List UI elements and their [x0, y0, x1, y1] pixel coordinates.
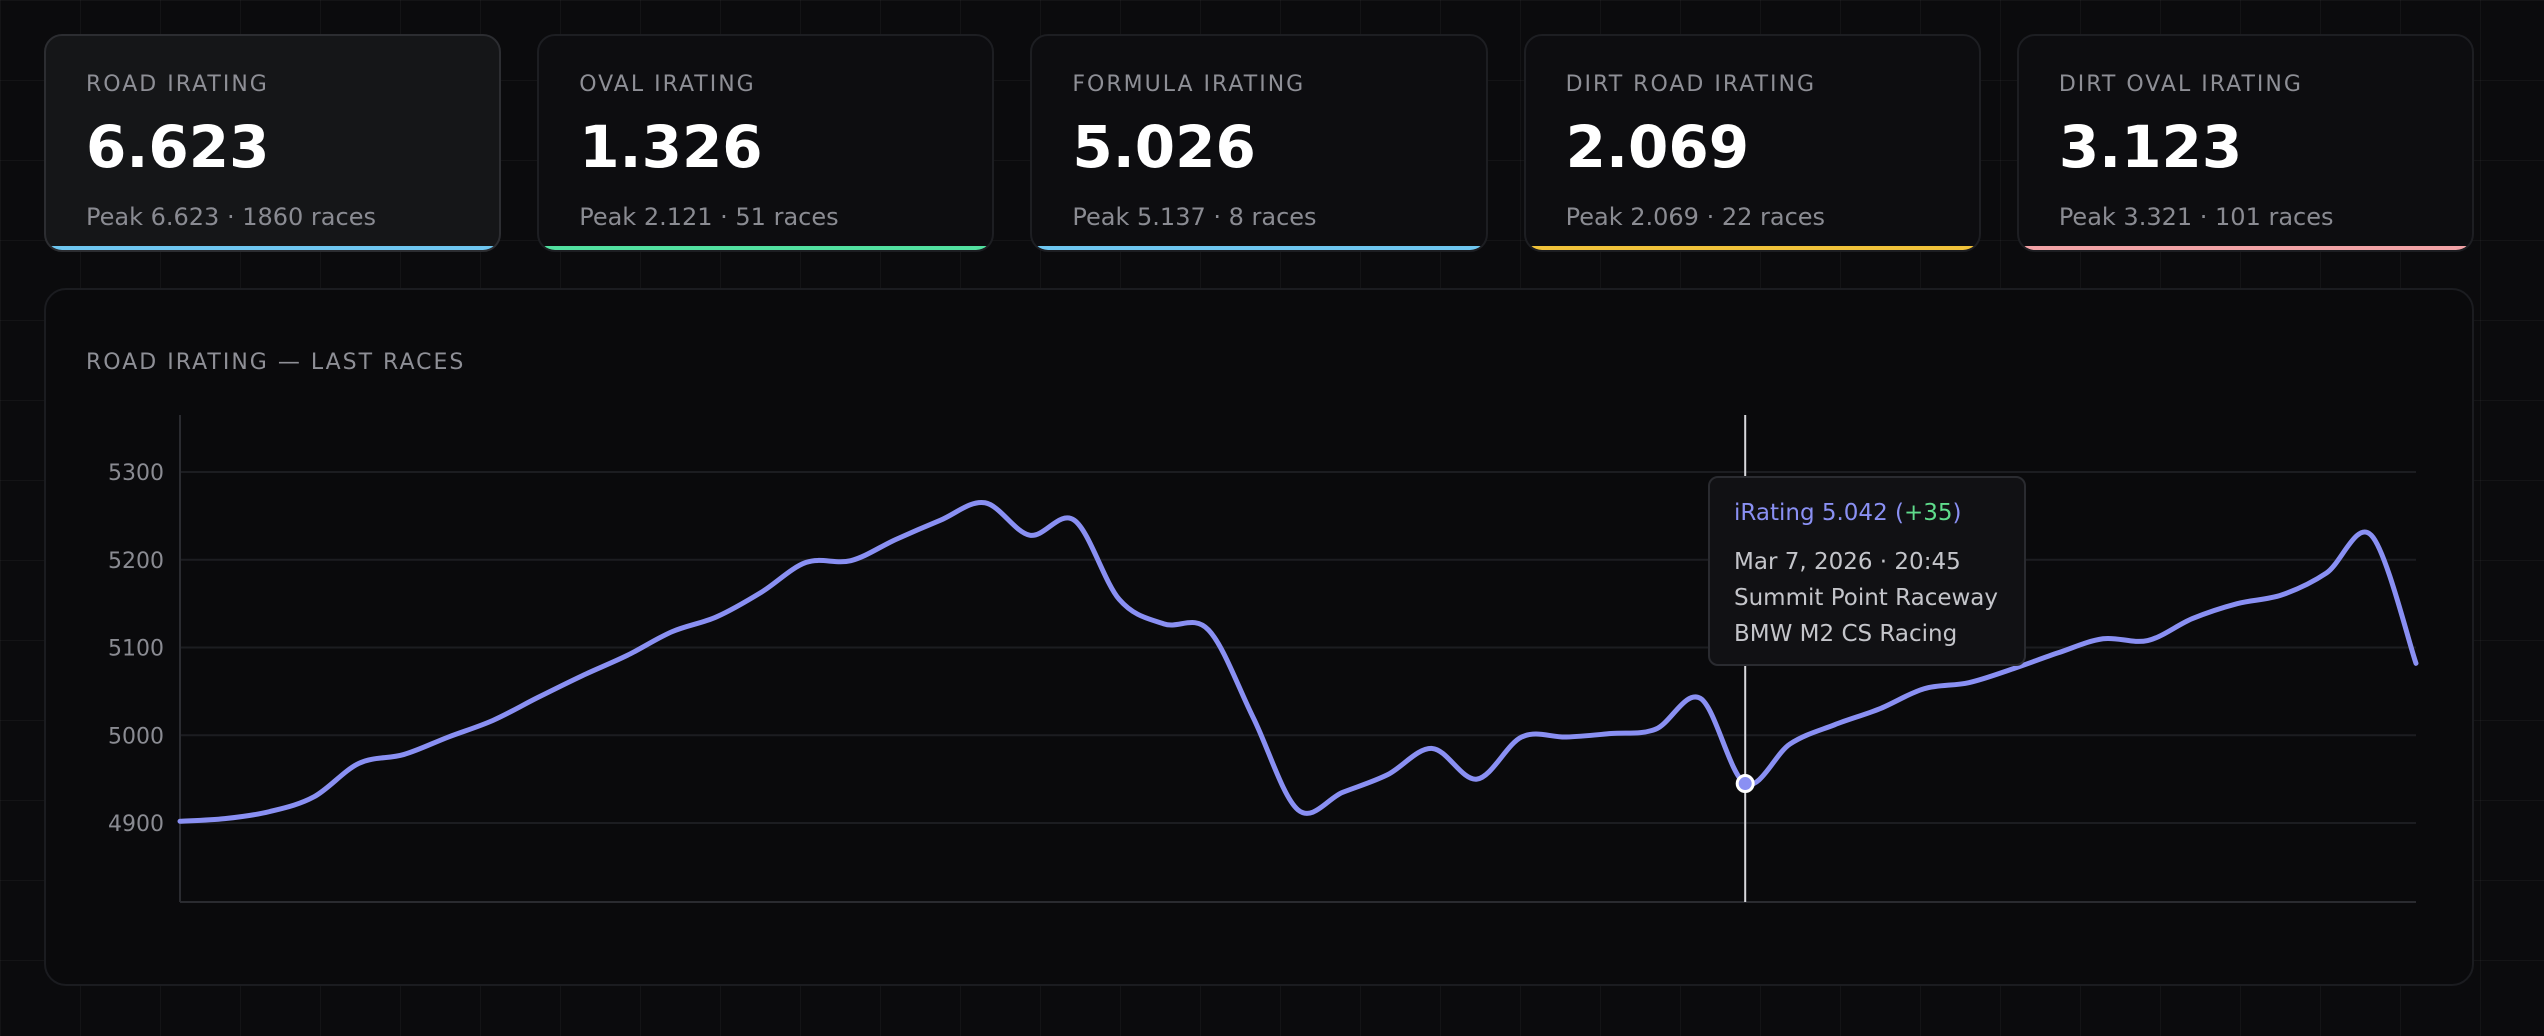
chart-tooltip: iRating 5.042 (+35) Mar 7, 2026 · 20:45 … — [1708, 476, 2026, 666]
card-sub: Peak 2.069 · 22 races — [1565, 203, 1826, 231]
card-sub: Peak 5.137 · 8 races — [1072, 203, 1317, 231]
tooltip-irating: iRating 5.042 (+35) — [1734, 500, 2000, 526]
y-tick-label: 4900 — [108, 812, 164, 837]
card-formula-irating[interactable]: FORMULA IRATING 5.026 Peak 5.137 · 8 rac… — [1030, 34, 1488, 252]
card-accent-bar — [2018, 246, 2473, 250]
card-dirt-road-irating[interactable]: DIRT ROAD IRATING 2.069 Peak 2.069 · 22 … — [1523, 34, 1981, 252]
card-label: FORMULA IRATING — [1072, 72, 1306, 97]
rating-cards: ROAD IRATING 6.623 Peak 6.623 · 1860 rac… — [44, 34, 2475, 252]
card-value: 3.123 — [2058, 113, 2243, 181]
card-accent-bar — [539, 246, 993, 250]
card-sub: Peak 6.623 · 1860 races — [86, 203, 376, 231]
chart-panel: ROAD IRATING — LAST RACES — [44, 288, 2474, 986]
tooltip-delta-close: ) — [1952, 500, 1962, 526]
irating-series-line — [177, 500, 2419, 824]
card-accent-bar — [1525, 246, 1979, 250]
tooltip-delta-open: ( — [1887, 500, 1904, 526]
card-value: 6.623 — [86, 113, 270, 181]
y-tick-label: 5000 — [108, 724, 164, 749]
card-accent-bar — [46, 246, 500, 250]
tooltip-track: Summit Point Raceway — [1734, 585, 1999, 611]
card-dirt-oval-irating[interactable]: DIRT OVAL IRATING 3.123 Peak 3.321 · 101… — [2016, 34, 2475, 252]
card-oval-irating[interactable]: OVAL IRATING 1.326 Peak 2.121 · 51 races — [537, 34, 995, 252]
card-label: OVAL IRATING — [579, 72, 756, 97]
card-label: DIRT ROAD IRATING — [1565, 72, 1817, 97]
tooltip-date: Mar 7, 2026 · 20:45 — [1734, 549, 1961, 575]
hover-point — [1735, 774, 1755, 794]
card-road-irating[interactable]: ROAD IRATING 6.623 Peak 6.623 · 1860 rac… — [44, 34, 502, 252]
tooltip-delta: +35 — [1904, 500, 1953, 526]
card-value: 2.069 — [1565, 113, 1750, 181]
card-label: ROAD IRATING — [86, 72, 269, 97]
tooltip-car: BMW M2 CS Racing — [1734, 621, 1958, 647]
card-value: 1.326 — [579, 113, 763, 181]
card-value: 5.026 — [1072, 113, 1256, 181]
card-accent-bar — [1032, 246, 1486, 250]
card-label: DIRT OVAL IRATING — [2058, 72, 2303, 97]
y-tick-label: 5200 — [108, 549, 164, 574]
y-tick-label: 5100 — [108, 637, 164, 662]
tooltip-irating-value: iRating 5.042 — [1734, 500, 1888, 526]
y-tick-label: 5300 — [108, 461, 164, 486]
card-sub: Peak 2.121 · 51 races — [579, 203, 839, 231]
card-sub: Peak 3.321 · 101 races — [2058, 203, 2334, 231]
chart-title: ROAD IRATING — LAST RACES — [86, 350, 466, 375]
